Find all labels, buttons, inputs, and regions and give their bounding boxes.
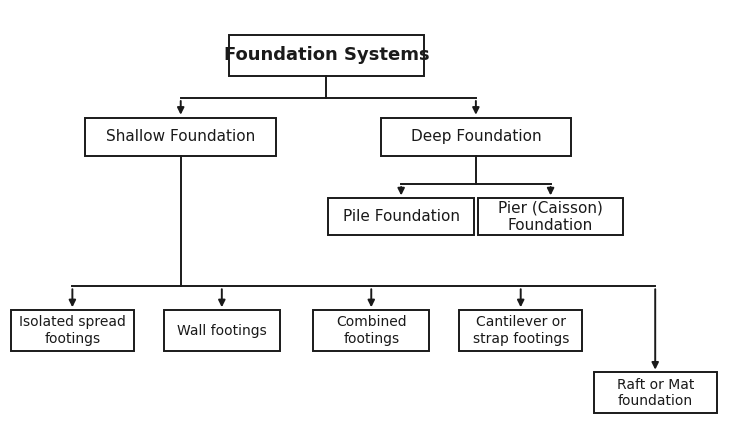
FancyBboxPatch shape bbox=[86, 117, 276, 156]
FancyBboxPatch shape bbox=[230, 35, 424, 76]
Text: Pier (Caisson)
Foundation: Pier (Caisson) Foundation bbox=[498, 200, 603, 233]
FancyBboxPatch shape bbox=[593, 372, 717, 414]
FancyBboxPatch shape bbox=[459, 310, 582, 351]
Text: Cantilever or
strap footings: Cantilever or strap footings bbox=[472, 315, 569, 346]
FancyBboxPatch shape bbox=[328, 198, 474, 235]
FancyBboxPatch shape bbox=[380, 117, 572, 156]
FancyBboxPatch shape bbox=[478, 198, 623, 235]
Text: Pile Foundation: Pile Foundation bbox=[343, 209, 460, 224]
Text: Deep Foundation: Deep Foundation bbox=[410, 129, 542, 145]
Text: Raft or Mat
foundation: Raft or Mat foundation bbox=[616, 378, 694, 408]
Text: Shallow Foundation: Shallow Foundation bbox=[106, 129, 255, 145]
Text: Wall footings: Wall footings bbox=[177, 323, 267, 337]
Text: Foundation Systems: Foundation Systems bbox=[224, 46, 429, 64]
FancyBboxPatch shape bbox=[314, 310, 429, 351]
FancyBboxPatch shape bbox=[10, 310, 134, 351]
FancyBboxPatch shape bbox=[164, 310, 280, 351]
Text: Combined
footings: Combined footings bbox=[336, 315, 406, 346]
Text: Isolated spread
footings: Isolated spread footings bbox=[19, 315, 126, 346]
